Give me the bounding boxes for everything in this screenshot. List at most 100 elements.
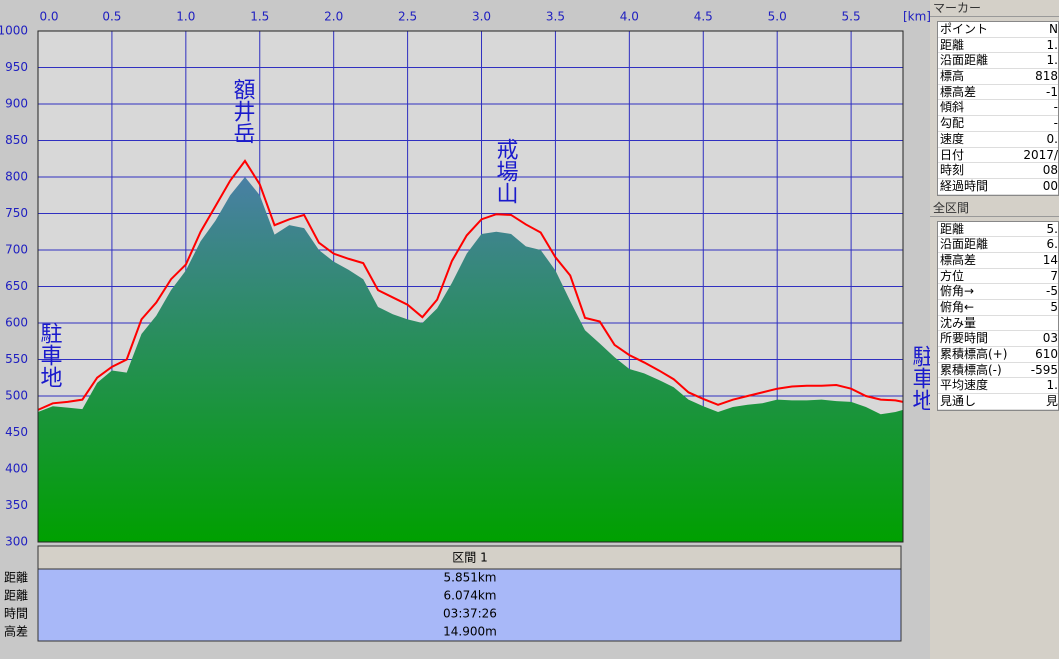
panel-row: 距離 1. <box>938 38 1058 54</box>
y-tick-label: 800 <box>5 170 28 184</box>
track-line <box>37 159 904 411</box>
panel-header: 全区間 <box>930 200 1059 217</box>
y-tick-label: 900 <box>5 97 28 111</box>
row-label: 傾斜 <box>940 100 965 115</box>
row-label: 距離 <box>4 571 28 585</box>
row-label: 時刻 <box>940 163 965 178</box>
y-tick-label: 450 <box>5 425 28 439</box>
x-tick-label: 0.0 <box>39 10 58 24</box>
row-label: 俯角← <box>940 300 975 314</box>
panel-row: 沿面距離 1. <box>938 53 1058 70</box>
row-label: 沈み量 <box>940 315 977 330</box>
x-unit: [km] <box>903 10 930 24</box>
panel-row: 勾配 - <box>938 116 1058 132</box>
y-tick-label: 300 <box>5 535 28 549</box>
row-value: 1. <box>1046 378 1058 393</box>
x-tick-label: 5.5 <box>842 10 861 24</box>
section-header: 区間 1 <box>452 551 487 565</box>
panel-row: 標高差 -1 <box>938 85 1058 101</box>
y-tick-label: 500 <box>5 389 28 403</box>
annotation: 駐車地 <box>37 322 63 388</box>
row-value: - <box>1053 100 1058 115</box>
section-body-bg <box>37 568 902 642</box>
x-tick-label: 4.5 <box>694 10 713 24</box>
row-value: -595 <box>1030 362 1058 377</box>
row-label: 累積標高(+) <box>940 347 1008 362</box>
x-tick-label: 1.0 <box>176 10 195 24</box>
x-tick-label: 2.5 <box>398 10 417 24</box>
y-tick-label: 350 <box>5 498 28 512</box>
row-value: 6.074km <box>444 589 497 603</box>
panel-row: 標高 818 <box>938 69 1058 85</box>
row-label: 標高差 <box>940 84 977 99</box>
panel-row: 見通し 見 <box>938 394 1058 410</box>
panel-row: 俯角→ -5 <box>938 284 1058 300</box>
panel-row: 経過時間 00 <box>938 179 1058 195</box>
row-value: 5. <box>1046 221 1058 236</box>
y-tick-label: 950 <box>5 60 28 74</box>
panel-header: マーカー <box>930 0 1059 17</box>
plot-border <box>37 30 904 543</box>
row-value: -1 <box>1046 84 1058 99</box>
y-tick-label: 650 <box>5 279 28 293</box>
x-tick-label: 4.0 <box>620 10 639 24</box>
panel-row: 方位 7 <box>938 269 1058 285</box>
panel-row: 標高差 14 <box>938 253 1058 269</box>
x-tick-label: 2.0 <box>324 10 343 24</box>
terrain-area <box>38 177 903 542</box>
row-value: - <box>1053 116 1058 131</box>
row-value: 5 <box>1050 300 1058 314</box>
row-value: 14.900m <box>443 625 497 639</box>
row-value: 818 <box>1035 69 1058 84</box>
row-value: 6. <box>1046 237 1058 252</box>
panel-table: 距離 5. 沿面距離 6. 標高差 14 方位 7 俯角→ -5 俯角← 5 沈み量 所要時間 03 累積標高… <box>937 220 1059 411</box>
row-value: 0. <box>1046 131 1058 146</box>
row-value: 1. <box>1046 53 1058 68</box>
row-label: 所要時間 <box>940 331 989 346</box>
row-label: 俯角→ <box>940 284 975 299</box>
row-label: 方位 <box>940 268 965 283</box>
row-value: 08 <box>1042 163 1058 178</box>
panel-row: 傾斜 - <box>938 100 1058 117</box>
row-value: 見 <box>1045 394 1058 409</box>
x-tick-label: 1.5 <box>250 10 269 24</box>
row-label: 経過時間 <box>940 178 989 193</box>
y-tick-label: 1000 <box>0 24 28 38</box>
side-panel: マーカー ポイント N 距離 1. 沿面距離 1. 標高 818 標高差 -1 傾斜 - 勾配 - 速度 0. 日… <box>930 0 1059 659</box>
row-value: 1. <box>1046 37 1058 52</box>
row-label: 見通し <box>940 394 977 409</box>
y-tick-label: 400 <box>5 462 28 476</box>
annotation: 駐車地 <box>909 345 931 411</box>
row-value: 2017/ <box>1023 147 1058 162</box>
y-tick-label: 550 <box>5 352 28 366</box>
row-value: 03:37:26 <box>443 607 497 621</box>
row-label: 高差 <box>4 624 28 639</box>
panel-row: 時刻 08 <box>938 163 1058 179</box>
x-tick-label: 3.0 <box>472 10 491 24</box>
x-tick-label: 0.5 <box>102 10 121 24</box>
row-label: 距離 <box>940 37 965 52</box>
row-label: 平均速度 <box>940 378 989 393</box>
annotation: 額井岳 <box>230 78 256 144</box>
row-label: 勾配 <box>940 116 965 131</box>
row-value: 14 <box>1042 252 1058 267</box>
row-value: N <box>1049 22 1058 36</box>
row-label: 距離 <box>940 221 965 236</box>
annotation: 戒場山 <box>493 138 519 204</box>
row-label: 標高差 <box>940 252 977 267</box>
y-tick-label: 850 <box>5 133 28 147</box>
row-label: 標高 <box>940 69 965 84</box>
panel-row: 日付 2017/ <box>938 148 1058 164</box>
panel-row: 距離 5. <box>938 222 1058 238</box>
row-label: 日付 <box>940 147 965 162</box>
row-value: 7 <box>1050 268 1058 283</box>
panel-row: 累積標高(-) -595 <box>938 363 1058 379</box>
panel-row: 俯角← 5 <box>938 300 1058 316</box>
row-value: -5 <box>1046 284 1058 299</box>
row-label: 距離 <box>4 589 28 603</box>
row-label: 時間 <box>4 607 28 621</box>
row-label: 沿面距離 <box>940 53 989 68</box>
row-value: 00 <box>1042 178 1058 193</box>
y-tick-label: 750 <box>5 206 28 220</box>
